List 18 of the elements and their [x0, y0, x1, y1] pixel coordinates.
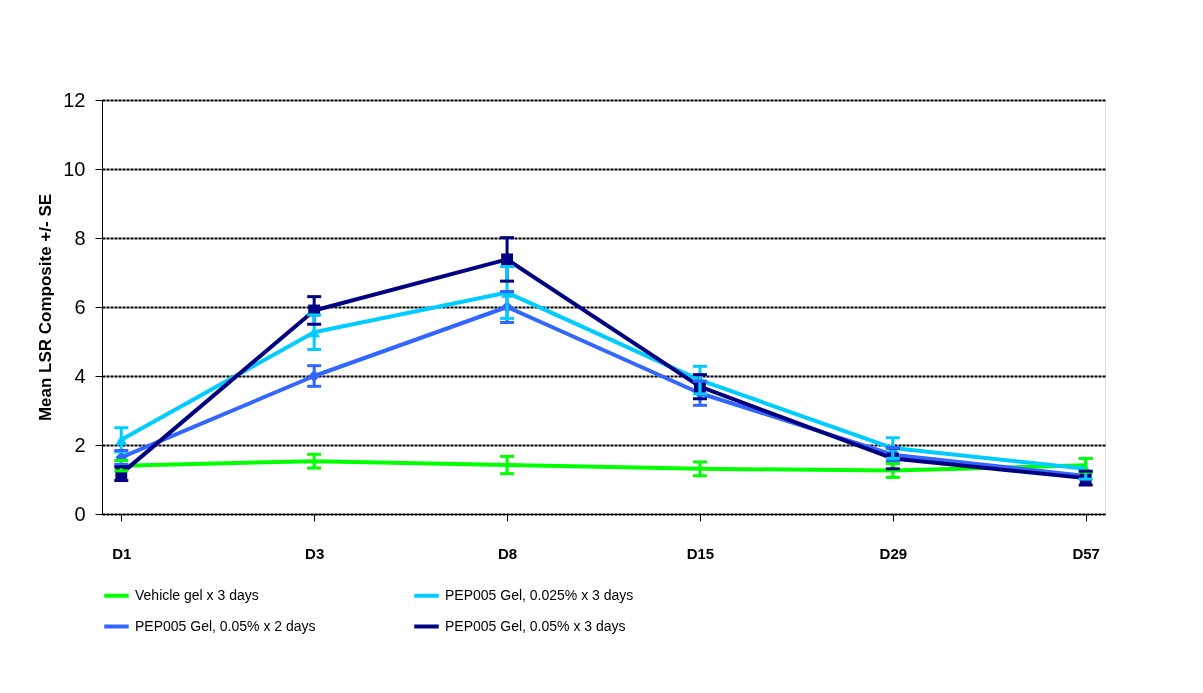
legend-label: PEP005 Gel, 0.05% x 3 days — [445, 617, 626, 634]
y-tick-label: 0 — [74, 502, 86, 525]
x-tick-label: D8 — [497, 544, 518, 562]
x-tick-label: D57 — [1072, 544, 1100, 562]
x-tick-label: D29 — [879, 544, 908, 562]
legend-label: PEP005 Gel, 0.025% x 3 days — [445, 586, 634, 603]
y-tick-label: 8 — [74, 226, 86, 249]
x-tick-label: D15 — [686, 544, 715, 562]
y-tick-label: 12 — [63, 88, 86, 111]
y-tick-label: 6 — [74, 295, 86, 318]
y-tick-label: 2 — [74, 433, 86, 456]
legend-label: PEP005 Gel, 0.05% x 2 days — [135, 617, 316, 634]
y-tick-label: 4 — [74, 364, 86, 387]
y-axis-title: Mean LSR Composite +/- SE — [36, 193, 56, 422]
y-tick-label: 10 — [63, 157, 86, 180]
x-tick-label: D3 — [305, 544, 325, 562]
x-tick-label: D1 — [112, 544, 132, 562]
legend-label: Vehicle gel x 3 days — [135, 586, 259, 603]
